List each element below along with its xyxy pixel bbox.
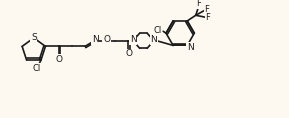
Text: F: F [196, 0, 201, 8]
Text: Cl: Cl [32, 64, 40, 73]
Text: N: N [130, 35, 136, 44]
Text: N: N [150, 35, 157, 44]
Text: N: N [187, 43, 193, 52]
Text: F: F [205, 5, 210, 14]
Text: O: O [103, 35, 110, 44]
Text: O: O [125, 49, 132, 58]
Text: O: O [55, 55, 63, 64]
Text: N: N [92, 35, 99, 44]
Text: F: F [205, 13, 210, 22]
Text: Cl: Cl [153, 26, 162, 35]
Text: S: S [31, 33, 37, 42]
